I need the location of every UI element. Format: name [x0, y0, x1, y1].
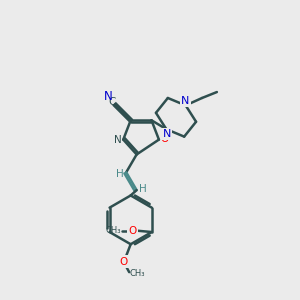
- Text: C: C: [108, 97, 116, 106]
- Text: CH₃: CH₃: [106, 226, 122, 235]
- Text: N: N: [114, 135, 122, 145]
- Text: N: N: [163, 129, 171, 139]
- Text: CH₃: CH₃: [130, 269, 145, 278]
- Text: H: H: [139, 184, 147, 194]
- Text: O: O: [160, 134, 168, 144]
- Text: O: O: [128, 226, 136, 236]
- Text: O: O: [120, 257, 128, 267]
- Text: H: H: [116, 169, 124, 179]
- Text: N: N: [181, 96, 189, 106]
- Text: N: N: [104, 90, 113, 103]
